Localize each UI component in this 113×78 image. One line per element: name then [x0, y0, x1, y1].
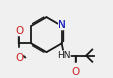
Text: O: O — [71, 67, 79, 77]
Text: HN: HN — [57, 51, 70, 60]
Text: O: O — [15, 53, 23, 63]
Text: N: N — [58, 20, 65, 30]
Text: N: N — [58, 20, 65, 30]
Text: O: O — [15, 26, 23, 36]
